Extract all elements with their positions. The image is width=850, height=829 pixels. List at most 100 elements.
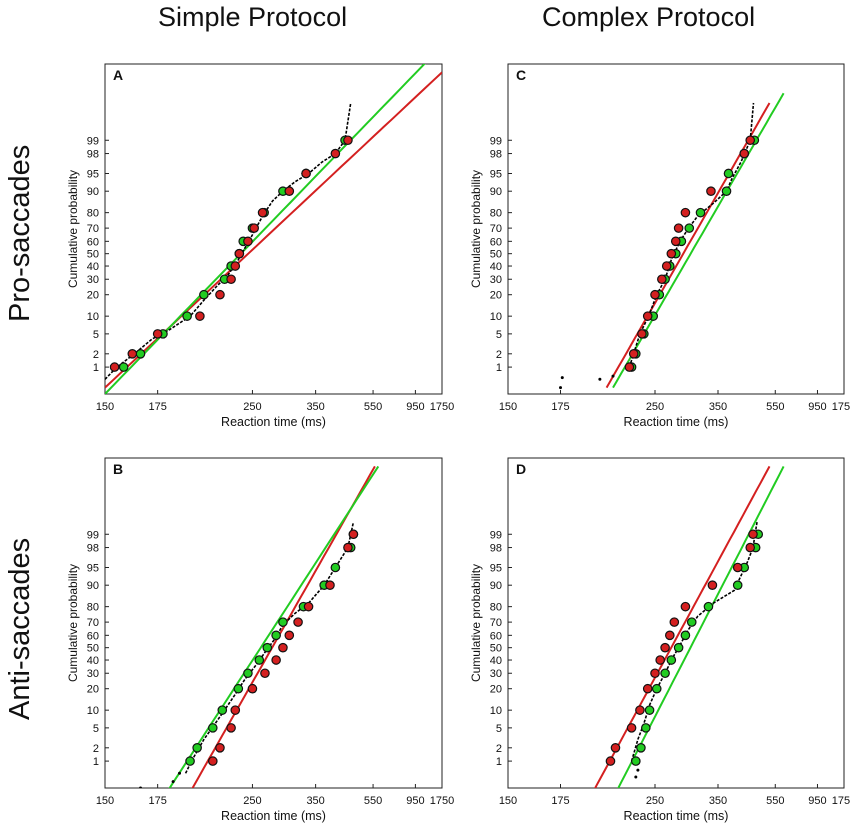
column-title-simple: Simple Protocol bbox=[158, 2, 348, 32]
y-tick-label-b-95: 95 bbox=[87, 562, 99, 574]
y-tick-label-a-70: 70 bbox=[87, 223, 99, 235]
x-tick-label-d-250: 250 bbox=[646, 795, 664, 807]
y-tick-label-d-40: 40 bbox=[490, 655, 502, 667]
y-tick-label-a-10: 10 bbox=[87, 311, 99, 323]
x-tick-label-c-175: 175 bbox=[551, 401, 569, 413]
green-point-d-2 bbox=[641, 723, 651, 733]
red-point-c-10 bbox=[680, 207, 691, 218]
green-point-b-1 bbox=[192, 743, 202, 753]
green-point-d-1 bbox=[636, 743, 646, 753]
x-tick-label-d-175: 175 bbox=[551, 795, 569, 807]
outlier-point-c-0 bbox=[559, 386, 562, 390]
red-point-a-12 bbox=[301, 168, 311, 179]
x-tick-label-b-950: 950 bbox=[406, 795, 424, 807]
green-point-b-3 bbox=[217, 705, 228, 715]
red-point-c-11 bbox=[706, 186, 716, 196]
plot-area-b bbox=[139, 465, 380, 788]
y-tick-label-d-60: 60 bbox=[490, 630, 502, 642]
red-point-a-0 bbox=[109, 362, 120, 372]
y-tick-label-a-40: 40 bbox=[87, 261, 99, 273]
red-point-d-5 bbox=[650, 668, 660, 679]
x-tick-label-a-150: 150 bbox=[96, 401, 114, 413]
green-point-d-8 bbox=[680, 630, 691, 641]
red-point-d-14 bbox=[748, 529, 758, 540]
y-tick-label-b-70: 70 bbox=[87, 617, 99, 629]
y-tick-label-d-20: 20 bbox=[490, 684, 502, 696]
green-fit-line-a bbox=[105, 64, 426, 394]
red-point-b-9 bbox=[293, 617, 303, 627]
y-tick-label-d-95: 95 bbox=[490, 562, 502, 574]
y-tick-label-a-30: 30 bbox=[87, 274, 99, 286]
green-point-d-7 bbox=[673, 642, 684, 653]
green-point-c-11 bbox=[721, 186, 732, 196]
x-tick-label-b-550: 550 bbox=[364, 795, 382, 807]
x-tick-label-d-150: 150 bbox=[499, 795, 517, 807]
y-tick-label-c-50: 50 bbox=[490, 249, 502, 261]
empirical-trace-c bbox=[628, 102, 755, 368]
column-title-complex: Complex Protocol bbox=[542, 2, 756, 32]
y-tick-label-a-99: 99 bbox=[87, 135, 99, 147]
red-point-d-2 bbox=[626, 723, 637, 733]
red-point-c-13 bbox=[745, 135, 756, 146]
green-point-d-5 bbox=[660, 668, 670, 679]
y-tick-label-d-1: 1 bbox=[496, 756, 502, 768]
red-point-b-12 bbox=[343, 542, 353, 553]
red-fit-line-a bbox=[105, 71, 442, 389]
x-tick-label-c-1750: 1750 bbox=[832, 401, 850, 413]
red-point-a-6 bbox=[230, 261, 241, 271]
green-point-a-1 bbox=[135, 349, 146, 359]
green-point-b-6 bbox=[254, 655, 265, 665]
y-tick-label-d-2: 2 bbox=[496, 743, 502, 755]
red-point-d-12 bbox=[732, 562, 743, 573]
red-point-a-10 bbox=[257, 207, 268, 218]
green-point-b-7 bbox=[262, 642, 273, 653]
x-tick-label-b-350: 350 bbox=[306, 795, 324, 807]
red-point-b-7 bbox=[278, 642, 288, 653]
y-tick-label-b-50: 50 bbox=[87, 643, 99, 655]
red-fit-line-c bbox=[605, 102, 771, 389]
red-point-b-10 bbox=[303, 601, 314, 612]
outlier-point-b-1 bbox=[171, 780, 175, 784]
red-point-a-14 bbox=[343, 135, 353, 146]
y-tick-label-b-90: 90 bbox=[87, 580, 99, 592]
y-tick-label-d-10: 10 bbox=[490, 705, 502, 717]
y-tick-label-a-20: 20 bbox=[87, 290, 99, 302]
red-point-c-12 bbox=[739, 148, 750, 159]
panel-label-d: D bbox=[516, 461, 526, 477]
red-point-b-0 bbox=[207, 756, 218, 766]
y-tick-label-c-1: 1 bbox=[496, 362, 502, 374]
panel-label-b: B bbox=[113, 461, 123, 477]
x-tick-label-a-250: 250 bbox=[243, 401, 261, 413]
green-point-a-3 bbox=[182, 311, 192, 321]
red-point-d-13 bbox=[745, 542, 756, 553]
x-axis-label-c: Reaction time (ms) bbox=[624, 415, 729, 429]
y-tick-label-a-2: 2 bbox=[93, 349, 99, 361]
y-tick-label-d-80: 80 bbox=[490, 602, 502, 614]
y-tick-label-c-90: 90 bbox=[490, 186, 502, 198]
x-tick-label-c-150: 150 bbox=[499, 401, 517, 413]
red-point-c-8 bbox=[670, 236, 681, 247]
green-point-d-4 bbox=[651, 683, 662, 694]
y-axis-label-d: Cumulative probability bbox=[469, 564, 483, 682]
x-tick-label-a-1750: 1750 bbox=[430, 401, 454, 413]
y-tick-label-b-30: 30 bbox=[87, 668, 99, 680]
y-tick-label-b-40: 40 bbox=[87, 655, 99, 667]
green-point-c-10 bbox=[695, 207, 706, 218]
green-fit-line-d bbox=[617, 465, 785, 788]
red-point-b-11 bbox=[325, 580, 335, 590]
x-tick-label-a-550: 550 bbox=[364, 401, 382, 413]
outlier-point-c-2 bbox=[598, 377, 602, 381]
red-point-c-7 bbox=[666, 248, 677, 259]
panel-d-frame bbox=[507, 457, 845, 789]
green-point-b-0 bbox=[185, 756, 195, 766]
y-tick-label-c-70: 70 bbox=[490, 223, 502, 235]
green-point-d-9 bbox=[686, 617, 697, 627]
red-point-c-1 bbox=[628, 349, 639, 359]
y-tick-label-c-99: 99 bbox=[490, 135, 502, 147]
outlier-point-c-3 bbox=[611, 374, 615, 378]
